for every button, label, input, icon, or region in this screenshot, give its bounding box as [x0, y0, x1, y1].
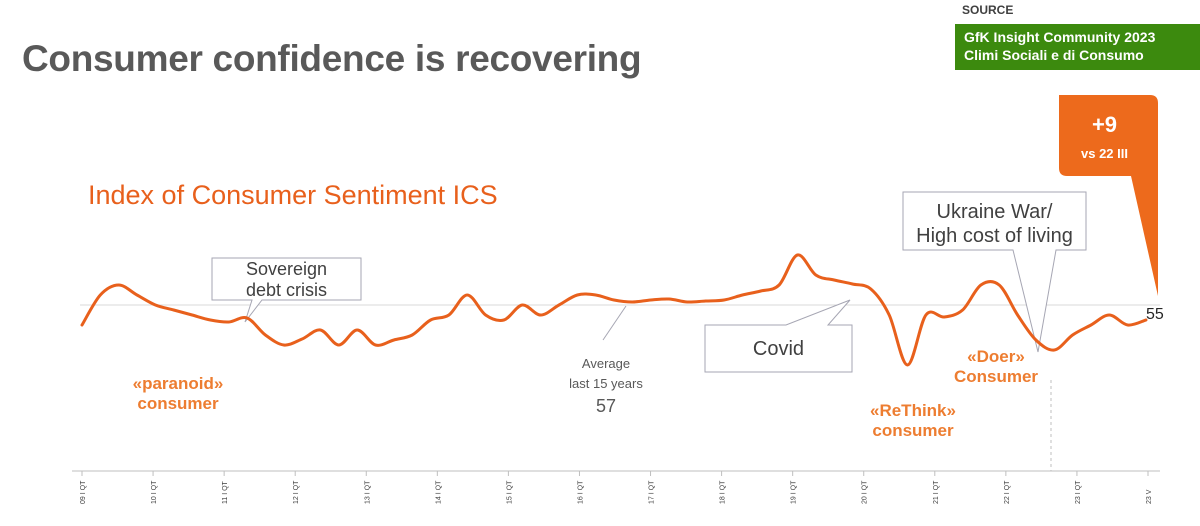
- x-tick-label: 23 V: [1146, 489, 1153, 504]
- sovereign-line-1: Sovereign: [245, 259, 328, 279]
- ukraine-line-2: High cost of living: [916, 225, 1073, 247]
- x-tick-label: 15 I QT: [506, 480, 513, 504]
- phase-rethink-line-1: «ReThink»: [870, 401, 956, 420]
- phase-doer-line-1: «Doer»: [967, 347, 1025, 366]
- phase-rethink-line-2: consumer: [872, 421, 954, 440]
- x-tick-label: 17 I QT: [649, 480, 656, 504]
- covid-callout: [704, 299, 853, 373]
- source-line-1: GfK Insight Community 2023: [964, 29, 1156, 45]
- last-value-label: 55: [1146, 306, 1164, 323]
- average-value: 57: [595, 396, 617, 416]
- highlight-callout-shape: [1059, 95, 1158, 296]
- x-tick-label: 10 I QT: [151, 480, 158, 504]
- ukraine-text: Ukraine War/ High cost of living: [903, 200, 1086, 248]
- series-line-ics: [80, 253, 1148, 367]
- x-tick-label: 11 I QT: [222, 480, 229, 504]
- x-axis-ticks: 09 I QT 10 I QT 11 I QT 12 I QT 13 I QT 14 I …: [80, 471, 1153, 504]
- highlight-delta: +9: [1091, 112, 1118, 137]
- highlight-compare: vs 22 III: [1081, 146, 1128, 161]
- x-tick-label: 16 I QT: [577, 480, 584, 504]
- x-tick-label: 20 I QT: [862, 480, 869, 504]
- ukraine-line-1: Ukraine War/: [936, 201, 1053, 223]
- x-tick-label: 19 I QT: [791, 480, 798, 504]
- phase-paranoid-line-1: «paranoid»: [132, 374, 224, 393]
- average-label-line-2: last 15 years: [569, 376, 643, 391]
- source-line-2: Climi Sociali e di Consumo: [964, 47, 1144, 63]
- x-tick-label: 13 I QT: [364, 480, 371, 504]
- source-box: GfK Insight Community 2023 Climi Sociali…: [955, 24, 1200, 70]
- x-tick-label: 21 I QT: [933, 480, 940, 504]
- average-pointer: [602, 305, 627, 341]
- x-tick-label: 09 I QT: [80, 480, 87, 504]
- x-tick-label: 14 I QT: [435, 480, 442, 504]
- ukraine-callout: [902, 191, 1087, 353]
- x-tick-label: 18 I QT: [720, 480, 727, 504]
- x-tick-label: 23 I QT: [1075, 480, 1082, 504]
- average-annotation: Average last 15 years: [556, 354, 656, 394]
- phase-rethink: «ReThink» consumer: [858, 401, 968, 441]
- chart-title: Index of Consumer Sentiment ICS: [88, 180, 498, 210]
- phase-paranoid: «paranoid» consumer: [128, 374, 228, 414]
- sovereign-text: Sovereign debt crisis: [212, 259, 361, 301]
- covid-text: Covid: [752, 338, 805, 360]
- average-label-line-1: Average: [581, 356, 631, 371]
- phase-doer-line-2: Consumer: [953, 367, 1039, 386]
- sovereign-line-2: debt crisis: [245, 280, 328, 300]
- phase-doer: «Doer» Consumer: [943, 347, 1049, 387]
- sovereign-callout: [211, 257, 362, 323]
- source-label: SOURCE: [962, 3, 1014, 17]
- phase-paranoid-line-2: consumer: [137, 394, 219, 413]
- x-tick-label: 12 I QT: [293, 480, 300, 504]
- x-tick-label: 22 I QT: [1004, 480, 1011, 504]
- page-title: Consumer confidence is recovering: [22, 38, 642, 79]
